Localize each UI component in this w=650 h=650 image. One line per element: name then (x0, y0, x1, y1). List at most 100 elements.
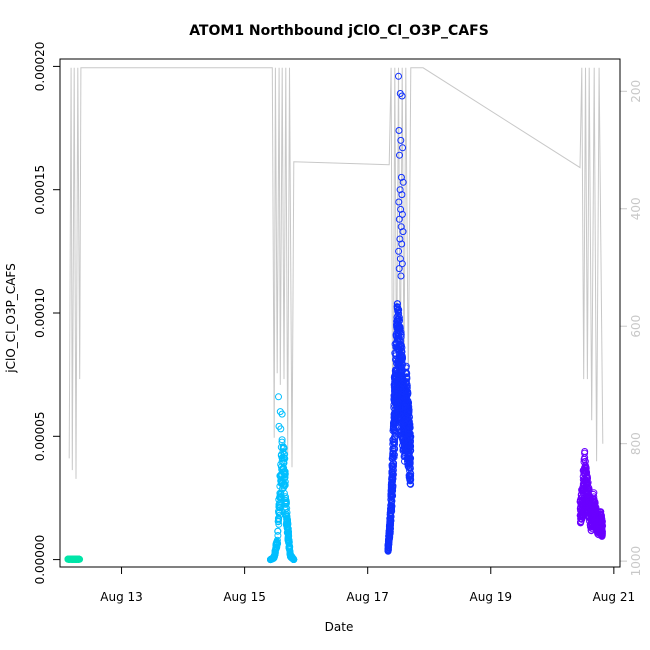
data-point (397, 173, 405, 181)
y-tick-label: 0.00020 (33, 42, 47, 92)
data-point (400, 445, 408, 453)
data-point (578, 490, 586, 498)
data-point (392, 332, 400, 340)
data-point (402, 369, 410, 377)
data-point (285, 538, 293, 546)
y-tick-label: 0.00010 (33, 288, 47, 338)
data-point (396, 151, 403, 159)
data-point (590, 498, 597, 506)
data-point (274, 518, 282, 526)
data-point (402, 369, 410, 377)
data-point (282, 498, 290, 506)
data-point (397, 223, 405, 231)
chart-title: ATOM1 Northbound jClO_Cl_O3P_CAFS (189, 23, 489, 39)
x-tick-label: Aug 13 (100, 590, 143, 604)
data-point (285, 543, 293, 551)
data-point (596, 511, 604, 519)
data-point (598, 518, 606, 526)
data-point (388, 469, 396, 477)
data-point (594, 520, 602, 528)
y-tick-label: 0.00000 (33, 535, 47, 585)
data-point (401, 441, 409, 449)
data-point (280, 473, 288, 481)
data-point (399, 228, 407, 236)
data-point (585, 508, 593, 516)
data-point (276, 493, 284, 501)
data-point (279, 448, 287, 456)
data-point (275, 393, 282, 401)
right-tick-label: 600 (629, 315, 643, 338)
data-point (407, 470, 415, 477)
data-point (398, 210, 406, 218)
data-point (278, 466, 286, 473)
data-point (397, 272, 405, 280)
data-point (277, 452, 285, 460)
data-point (393, 412, 400, 420)
data-point (394, 300, 401, 308)
axes: Aug 13 Aug 15 Aug 17 Aug 19 Aug 21 0.00000 0.0… (33, 42, 643, 604)
data-point (388, 486, 396, 494)
right-axis-trace (68, 67, 604, 479)
data-point (278, 438, 286, 446)
data-point (389, 454, 397, 462)
data-point (278, 436, 286, 444)
data-point (388, 498, 396, 506)
data-point (397, 333, 405, 341)
data-point (397, 342, 405, 350)
x-axis-label: Date (325, 620, 354, 634)
data-point (597, 508, 605, 516)
right-tick-label: 1000 (629, 546, 643, 577)
data-point (577, 511, 585, 519)
y-axis-label: jClO_Cl_O3P_CAFS (4, 263, 18, 373)
x-tick-label: Aug 17 (346, 590, 389, 604)
plot-frame (59, 58, 621, 568)
data-point (387, 490, 395, 498)
data-point (399, 380, 407, 387)
data-points (64, 72, 607, 564)
data-point (283, 516, 291, 524)
data-point (393, 390, 400, 398)
pressure-trace (68, 67, 604, 479)
data-point (384, 542, 392, 550)
data-point (389, 447, 397, 455)
data-point (586, 503, 594, 511)
data-point (394, 304, 402, 312)
data-point (387, 503, 395, 511)
data-point (577, 519, 584, 527)
data-point (393, 313, 401, 321)
data-point (277, 425, 285, 433)
data-point (391, 433, 399, 441)
data-point (393, 325, 401, 333)
data-point (277, 494, 285, 502)
data-point (387, 517, 395, 524)
data-point (391, 397, 399, 405)
data-point (272, 545, 280, 553)
x-tick-label: Aug 15 (223, 590, 266, 604)
data-point (387, 506, 395, 514)
data-point (589, 495, 597, 503)
data-point (585, 484, 593, 492)
data-point (396, 186, 404, 194)
data-point (598, 532, 606, 539)
data-point (288, 553, 296, 561)
data-point (401, 403, 409, 411)
data-point (284, 530, 292, 538)
data-point (384, 538, 392, 546)
data-point (395, 247, 403, 255)
data-point (581, 454, 589, 461)
data-point (387, 510, 394, 518)
data-point (401, 416, 409, 424)
data-point (591, 514, 599, 522)
data-point (389, 462, 397, 470)
data-point (582, 465, 590, 473)
data-point (405, 455, 413, 463)
data-point (399, 388, 407, 396)
data-point (395, 265, 403, 273)
data-point (279, 443, 287, 451)
right-tick-label: 400 (629, 197, 643, 220)
data-point (275, 501, 283, 509)
data-point (392, 420, 400, 427)
data-point (588, 524, 596, 532)
data-point (398, 352, 406, 360)
